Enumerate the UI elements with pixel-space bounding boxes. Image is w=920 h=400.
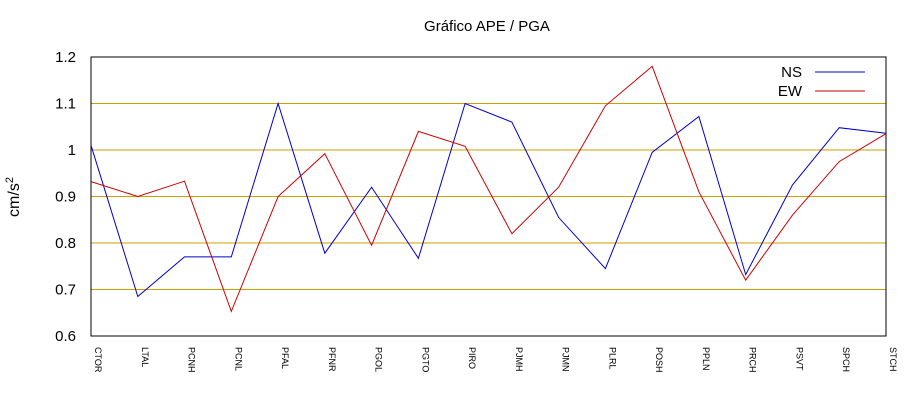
series-line-ew — [90, 65, 887, 313]
x-axis: CTOR LTAL PCNH PCNL PFAL PFNR PGOL PGTO PIRO PJMH… — [93, 347, 898, 373]
y-axis: 0.6 0.7 0.8 0.9 1 1.1 1.2 — [55, 49, 76, 345]
plot-frame — [90, 56, 887, 337]
x-tick-label: SPCH — [841, 347, 851, 372]
grid-lines — [91, 103, 886, 290]
x-tick-label: STCH — [888, 347, 898, 372]
x-tick-label: PJMN — [561, 347, 571, 372]
y-tick-label: 0.6 — [55, 328, 76, 345]
series-lines — [90, 65, 887, 313]
x-tick-label: PGOL — [374, 347, 384, 372]
x-tick-label: POSH — [654, 347, 664, 373]
x-tick-label: CTOR — [93, 347, 103, 373]
chart-title: Gráfico APE / PGA — [424, 18, 550, 35]
x-tick-label: PCNL — [233, 347, 243, 371]
legend-label: EW — [778, 83, 803, 100]
x-tick-label: PJMH — [514, 347, 524, 372]
y-tick-label: 0.8 — [55, 235, 76, 252]
x-tick-label: PIRO — [467, 347, 477, 369]
x-tick-label: PRCH — [748, 347, 758, 373]
x-tick-label: PFNR — [327, 347, 337, 372]
y-tick-label: 1 — [68, 142, 76, 159]
x-tick-label: PCNH — [187, 347, 197, 373]
x-tick-label: PGTO — [420, 347, 430, 372]
y-tick-label: 0.9 — [55, 189, 76, 206]
y-tick-label: 1.2 — [55, 49, 76, 66]
y-tick-label: 1.1 — [55, 96, 76, 113]
y-axis-label: cm/s2 — [4, 177, 23, 217]
x-tick-label: PPLN — [701, 347, 711, 371]
y-tick-label: 0.7 — [55, 282, 76, 299]
x-tick-label: PSVT — [794, 347, 804, 371]
legend: NS EW — [778, 64, 865, 100]
x-tick-label: LTAL — [140, 347, 150, 367]
series-line-ns — [90, 101, 887, 298]
x-tick-label: PFAL — [280, 347, 290, 369]
x-tick-label: PLRL — [607, 347, 617, 370]
legend-label: NS — [781, 64, 802, 81]
